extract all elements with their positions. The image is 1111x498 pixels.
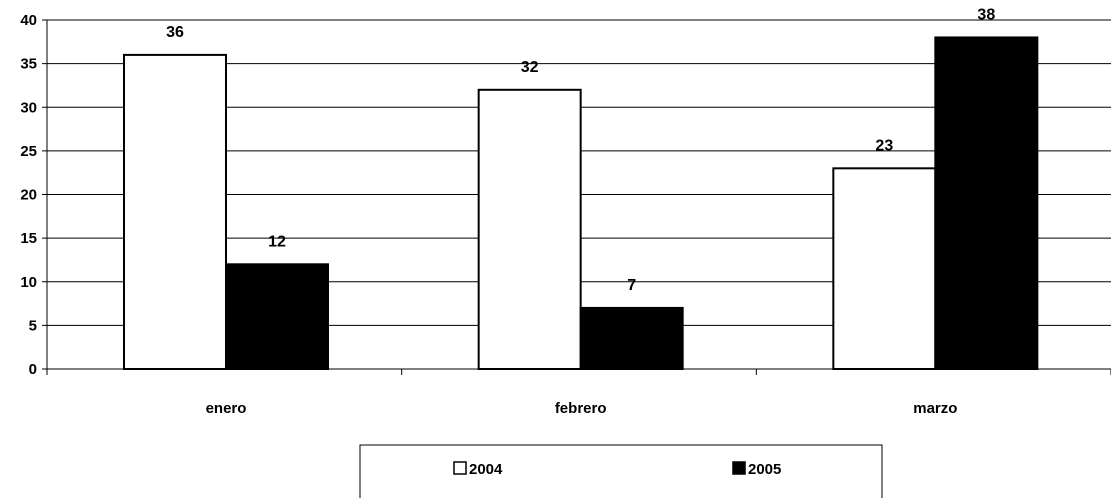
y-axis-ticks: 0 5 10 15 20 25 30 35 40 <box>20 12 37 378</box>
bars <box>123 36 1039 371</box>
bar-2004-enero <box>123 53 227 371</box>
bar-2005-marzo <box>934 36 1039 370</box>
data-label: 7 <box>627 277 636 294</box>
x-category-label: febrero <box>555 400 607 417</box>
y-tick-label: 30 <box>20 99 37 116</box>
x-axis-categories: enero febrero marzo <box>206 400 958 417</box>
x-category-label: enero <box>206 400 247 417</box>
data-label: 12 <box>268 233 286 250</box>
legend-swatch-2005 <box>732 461 746 475</box>
legend-box <box>359 444 883 498</box>
y-tick-label: 10 <box>20 274 37 291</box>
legend: 2004 2005 <box>359 444 883 498</box>
bar-2004-febrero <box>477 88 582 371</box>
data-labels: 36 12 32 7 23 38 <box>166 6 995 293</box>
legend-swatch-2004 <box>453 461 467 475</box>
data-label: 23 <box>875 137 893 154</box>
data-label: 36 <box>166 24 184 41</box>
y-tick-label: 25 <box>20 143 37 160</box>
legend-label: 2004 <box>469 461 503 478</box>
data-label: 32 <box>521 59 539 76</box>
x-category-label: marzo <box>913 400 957 417</box>
y-tick-label: 0 <box>29 361 37 378</box>
y-tick-label: 15 <box>20 230 37 247</box>
y-tick-label: 5 <box>29 317 37 334</box>
legend-label: 2005 <box>748 461 781 478</box>
y-tick-label: 40 <box>20 12 37 29</box>
bar-2004-marzo <box>832 167 937 370</box>
data-label: 38 <box>977 6 995 23</box>
bar-2005-enero <box>225 263 329 370</box>
y-tick-label: 20 <box>20 187 37 204</box>
y-tick-label: 35 <box>20 56 37 73</box>
bar-2005-febrero <box>579 306 684 370</box>
